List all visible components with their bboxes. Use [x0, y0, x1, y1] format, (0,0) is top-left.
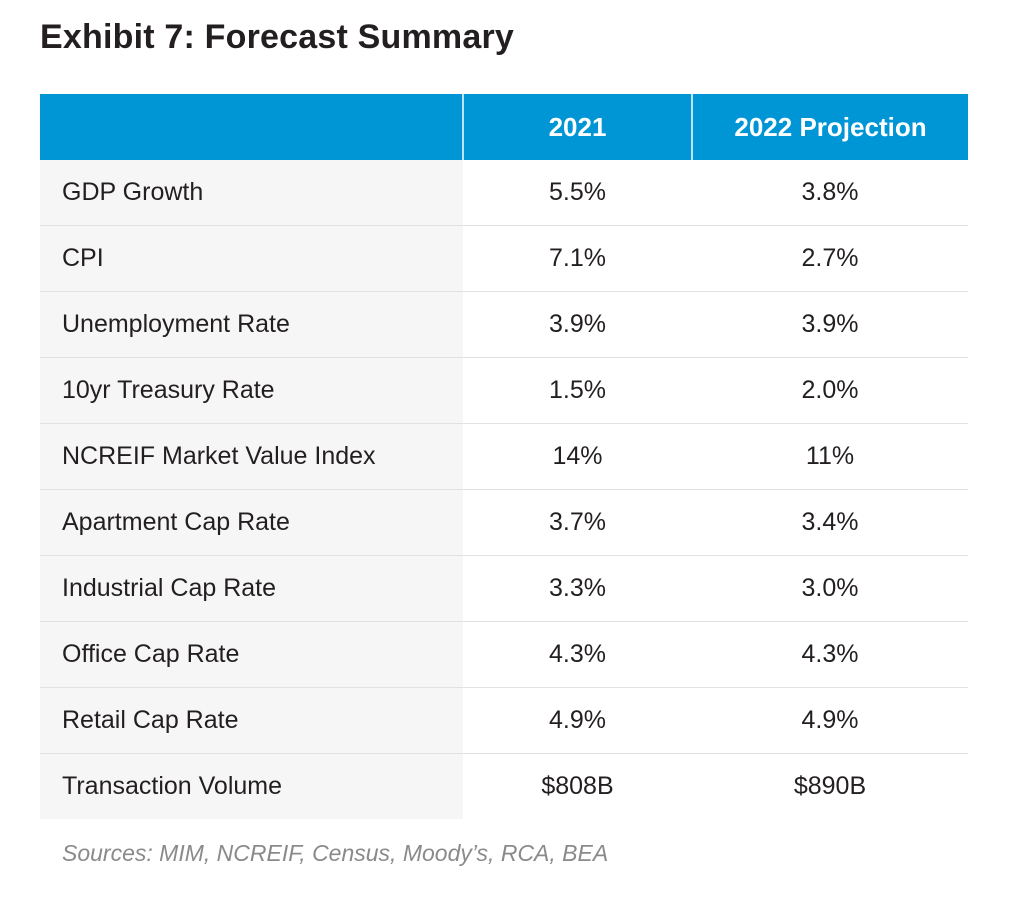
row-label: Industrial Cap Rate	[40, 555, 463, 622]
row-label: Transaction Volume	[40, 753, 463, 819]
cell-value: 3.8%	[692, 160, 968, 226]
row-label: GDP Growth	[40, 160, 463, 226]
row-label: 10yr Treasury Rate	[40, 357, 463, 424]
column-header	[40, 94, 463, 160]
cell-value: 7.1%	[463, 225, 692, 292]
exhibit-title: Exhibit 7: Forecast Summary	[40, 18, 514, 56]
table-row: GDP Growth 5.5% 3.8%	[40, 160, 968, 226]
row-label: NCREIF Market Value Index	[40, 423, 463, 490]
table-row: Industrial Cap Rate 3.3% 3.0%	[40, 555, 968, 622]
cell-value: 3.3%	[463, 555, 692, 622]
cell-value: 4.9%	[692, 687, 968, 754]
column-header: 2022 Projection	[691, 94, 968, 160]
row-label: Office Cap Rate	[40, 621, 463, 688]
cell-value: 5.5%	[463, 160, 692, 226]
row-label: Apartment Cap Rate	[40, 489, 463, 556]
cell-value: $808B	[463, 753, 692, 819]
sources-note: Sources: MIM, NCREIF, Census, Moody’s, R…	[62, 840, 609, 866]
forecast-table: 2021 2022 Projection GDP Growth 5.5% 3.8% CP…	[40, 94, 968, 819]
table-row: Office Cap Rate 4.3% 4.3%	[40, 621, 968, 688]
cell-value: 1.5%	[463, 357, 692, 424]
table-row: CPI 7.1% 2.7%	[40, 225, 968, 292]
column-header: 2021	[462, 94, 692, 160]
cell-value: 3.7%	[463, 489, 692, 556]
cell-value: 14%	[463, 423, 692, 490]
cell-value: $890B	[692, 753, 968, 819]
cell-value: 3.4%	[692, 489, 968, 556]
row-label: CPI	[40, 225, 463, 292]
table-row: Transaction Volume $808B $890B	[40, 753, 968, 819]
cell-value: 3.9%	[463, 291, 692, 358]
row-label: Retail Cap Rate	[40, 687, 463, 754]
cell-value: 2.7%	[692, 225, 968, 292]
cell-value: 11%	[692, 423, 968, 490]
cell-value: 4.3%	[692, 621, 968, 688]
row-label: Unemployment Rate	[40, 291, 463, 358]
table-row: Apartment Cap Rate 3.7% 3.4%	[40, 489, 968, 556]
cell-value: 3.0%	[692, 555, 968, 622]
cell-value: 4.3%	[463, 621, 692, 688]
table-row: Unemployment Rate 3.9% 3.9%	[40, 291, 968, 358]
cell-value: 3.9%	[692, 291, 968, 358]
cell-value: 2.0%	[692, 357, 968, 424]
table-row: Retail Cap Rate 4.9% 4.9%	[40, 687, 968, 754]
cell-value: 4.9%	[463, 687, 692, 754]
table-row: NCREIF Market Value Index 14% 11%	[40, 423, 968, 490]
table-row: 10yr Treasury Rate 1.5% 2.0%	[40, 357, 968, 424]
header-row: 2021 2022 Projection	[40, 94, 968, 160]
